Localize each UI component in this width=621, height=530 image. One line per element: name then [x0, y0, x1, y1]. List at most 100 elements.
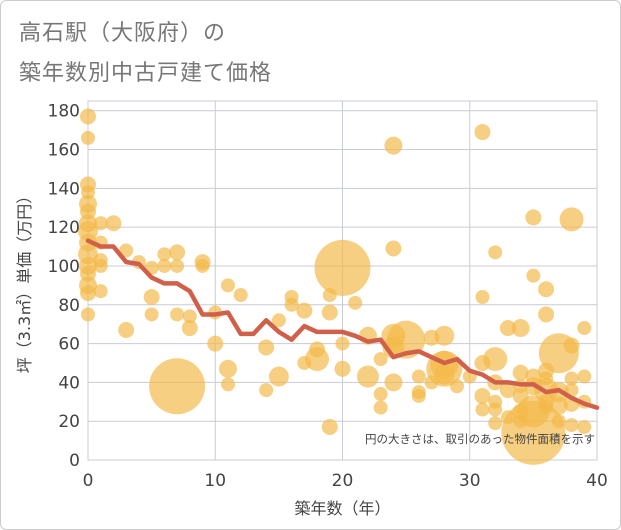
data-bubble [525, 368, 542, 385]
bubble-series [78, 108, 592, 465]
data-bubble [258, 339, 275, 356]
data-bubble [538, 306, 555, 323]
data-bubble [182, 309, 197, 324]
data-bubble [539, 371, 554, 386]
y-tick-label: 120 [48, 218, 80, 238]
data-bubble [499, 320, 516, 337]
trend-line-series [85, 238, 600, 410]
data-bubble [181, 320, 198, 337]
data-bubble [218, 359, 237, 378]
data-bubble [474, 354, 491, 371]
data-bubble [105, 215, 122, 232]
data-bubble [309, 341, 326, 358]
data-bubble [119, 243, 134, 258]
data-bubble [80, 203, 96, 220]
y-tick-label: 80 [58, 296, 80, 316]
data-bubble [577, 369, 592, 384]
x-tick-label: 30 [459, 471, 481, 491]
data-bubble [296, 302, 313, 319]
data-bubble [297, 355, 312, 370]
data-bubble [220, 278, 235, 293]
data-bubble [539, 400, 554, 415]
data-bubble [411, 369, 426, 384]
data-bubble [80, 265, 96, 282]
data-bubble [384, 373, 403, 392]
data-bubble [271, 313, 286, 328]
data-bubble [434, 325, 455, 346]
data-bubble [423, 329, 440, 346]
data-bubble [268, 366, 289, 387]
data-bubble [538, 281, 555, 298]
data-bubble [384, 136, 403, 155]
data-bubble [81, 185, 95, 200]
data-bubble [551, 414, 566, 429]
data-bubble [321, 419, 338, 436]
data-bubble [488, 416, 503, 431]
data-bubble [170, 258, 185, 273]
data-bubble [149, 358, 206, 415]
data-bubble [411, 388, 426, 403]
data-bubble [474, 387, 491, 404]
y-tick-label: 60 [58, 335, 80, 355]
data-bubble [322, 288, 337, 303]
data-bubble [525, 209, 542, 226]
data-bubble [488, 245, 503, 260]
axes: 0 20 40 60 80 100 120 140 160 180 0 10 20 30 40 [48, 102, 608, 491]
data-bubble [314, 239, 371, 296]
data-bubble [563, 337, 580, 354]
data-bubble [80, 285, 96, 302]
data-bubble [424, 375, 439, 390]
data-bubble [549, 396, 568, 415]
y-tick-label: 0 [69, 451, 80, 471]
data-bubble [559, 207, 584, 232]
data-bubble [259, 383, 274, 398]
data-bubble [143, 288, 160, 305]
y-axis-label: 坪（3.3㎡）単価（万円） [15, 188, 34, 373]
data-bubble [118, 321, 135, 338]
data-bubble [335, 336, 350, 351]
data-bubble [80, 108, 96, 125]
data-bubble [284, 297, 299, 312]
bubble-size-note: 円の大きさは、取引のあった物件面積を示す [365, 432, 595, 446]
x-tick-label: 20 [332, 471, 354, 491]
data-bubble [157, 258, 172, 273]
data-bubble [450, 379, 465, 394]
data-bubble [513, 414, 528, 429]
x-tick-label: 10 [204, 471, 226, 491]
data-bubble [93, 284, 108, 299]
y-tick-label: 180 [48, 102, 80, 122]
data-bubble [348, 295, 363, 310]
data-bubble [499, 382, 516, 399]
data-bubble [526, 268, 541, 283]
data-bubble [170, 307, 185, 322]
data-bubble [373, 387, 388, 402]
data-bubble [81, 307, 95, 322]
data-bubble [564, 418, 579, 433]
data-bubble [373, 352, 388, 367]
data-bubble [220, 377, 235, 392]
data-bubble [157, 247, 172, 262]
x-tick-label: 40 [586, 471, 608, 491]
data-bubble [79, 214, 97, 233]
y-tick-label: 160 [48, 141, 80, 161]
data-bubble [356, 365, 379, 388]
y-tick-label: 100 [48, 257, 80, 277]
average-price-line [85, 238, 600, 410]
data-bubble [564, 371, 579, 386]
data-bubble [93, 258, 108, 273]
x-axis-label: 築年数（年） [294, 499, 390, 518]
data-bubble [169, 244, 186, 261]
data-bubble [474, 124, 491, 141]
y-tick-label: 20 [58, 412, 80, 432]
x-tick-label: 0 [83, 471, 94, 491]
data-bubble [475, 402, 490, 417]
data-bubble [475, 289, 490, 304]
data-bubble [144, 307, 159, 322]
y-tick-label: 40 [58, 373, 80, 393]
data-bubble [500, 410, 515, 425]
data-bubble [81, 130, 95, 145]
data-bubble [321, 304, 338, 321]
data-bubble [434, 364, 455, 385]
data-bubble [207, 335, 224, 352]
